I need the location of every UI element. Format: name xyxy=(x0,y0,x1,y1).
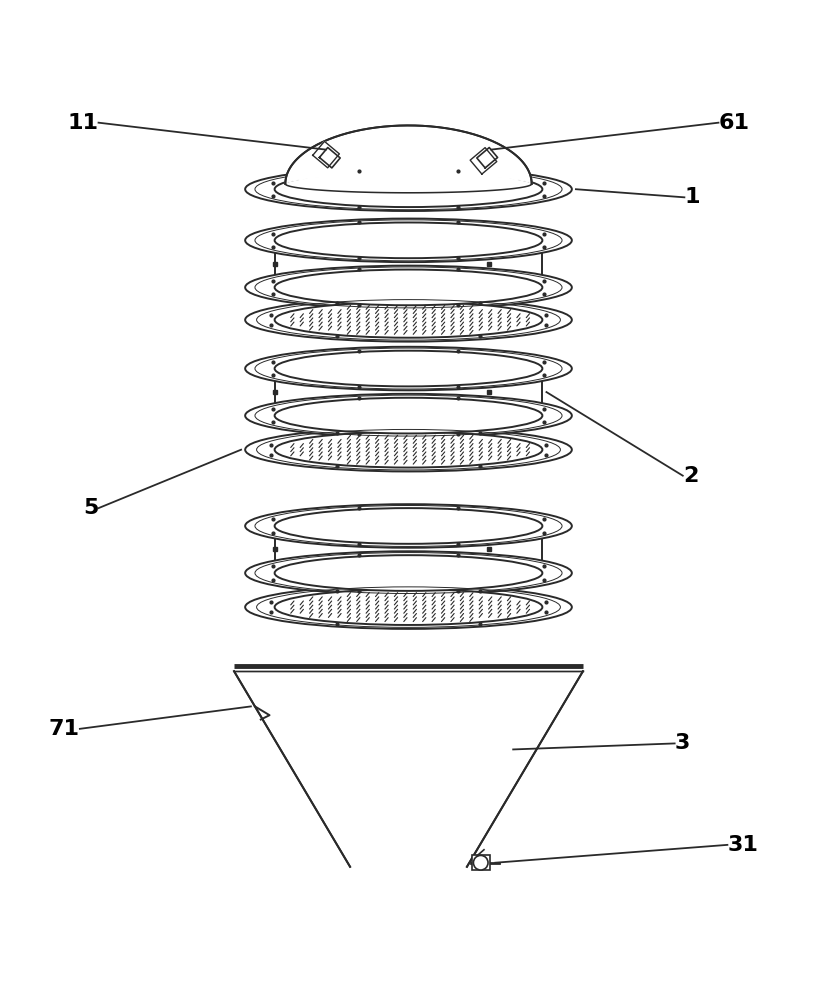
Ellipse shape xyxy=(245,167,572,211)
Text: 31: 31 xyxy=(727,835,758,855)
Text: 5: 5 xyxy=(83,498,99,518)
Bar xyxy=(275,369,542,416)
Polygon shape xyxy=(313,141,339,168)
Ellipse shape xyxy=(245,551,572,595)
Circle shape xyxy=(473,855,488,870)
Ellipse shape xyxy=(245,298,572,342)
Ellipse shape xyxy=(275,351,542,386)
Ellipse shape xyxy=(275,555,542,591)
Ellipse shape xyxy=(275,222,542,258)
Text: 1: 1 xyxy=(685,187,700,207)
Ellipse shape xyxy=(245,266,572,309)
Bar xyxy=(275,526,542,573)
Bar xyxy=(471,855,489,870)
Ellipse shape xyxy=(275,302,542,338)
Polygon shape xyxy=(470,148,497,174)
Bar xyxy=(275,240,542,287)
Ellipse shape xyxy=(275,270,542,305)
Ellipse shape xyxy=(275,171,542,207)
Ellipse shape xyxy=(245,504,572,548)
Ellipse shape xyxy=(275,508,542,544)
Ellipse shape xyxy=(275,432,542,468)
Text: 61: 61 xyxy=(718,113,749,133)
Ellipse shape xyxy=(275,589,542,625)
Text: 3: 3 xyxy=(675,733,690,753)
Ellipse shape xyxy=(245,428,572,471)
Text: 11: 11 xyxy=(68,113,99,133)
Ellipse shape xyxy=(245,347,572,390)
Ellipse shape xyxy=(245,219,572,262)
Polygon shape xyxy=(477,148,498,168)
Ellipse shape xyxy=(245,585,572,629)
Ellipse shape xyxy=(275,398,542,433)
Ellipse shape xyxy=(245,394,572,437)
Polygon shape xyxy=(234,671,583,867)
Polygon shape xyxy=(285,125,532,184)
Text: 2: 2 xyxy=(683,466,699,486)
Polygon shape xyxy=(319,148,340,168)
Text: 71: 71 xyxy=(49,719,80,739)
